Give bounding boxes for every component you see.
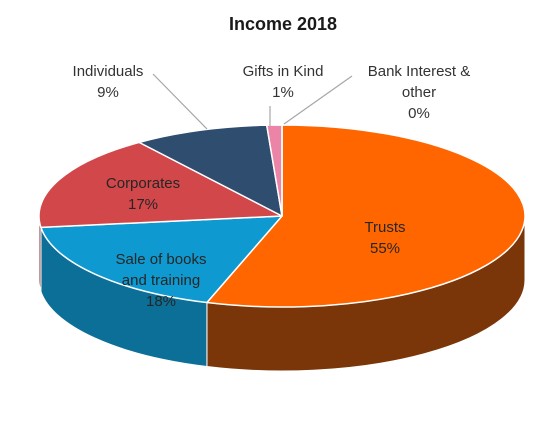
slice-label-gifts-in-kind: Gifts in Kind 1% bbox=[243, 63, 324, 101]
slice-label-bank-interest-other: Bank Interest & other 0% bbox=[368, 63, 471, 122]
data-label-text: other bbox=[402, 84, 436, 101]
data-label-text: Corporates bbox=[106, 175, 180, 192]
data-label-value: 17% bbox=[128, 196, 158, 213]
pie-slice-individuals bbox=[138, 124, 283, 217]
data-label-text: Sale of books bbox=[116, 251, 207, 268]
pie-slice-sale-of-books-and-training bbox=[40, 215, 283, 304]
leader-lines bbox=[152, 73, 353, 130]
slice-label-corporates: Corporates 17% bbox=[106, 175, 180, 213]
slice-label-sale-of-books-and-training: Sale of books and training 18% bbox=[116, 251, 207, 310]
slice-labels: Trusts 55% Sale of books and training 18% Cor… bbox=[73, 63, 471, 310]
data-label-value: 9% bbox=[97, 84, 119, 101]
leader-line-individuals bbox=[152, 73, 208, 130]
pie-slices bbox=[38, 124, 526, 308]
pie-slice-trusts bbox=[206, 124, 526, 308]
data-label-text: Individuals bbox=[73, 63, 144, 80]
slice-label-trusts: Trusts 55% bbox=[364, 219, 405, 257]
data-label-value: 0% bbox=[408, 105, 430, 122]
pie-slice-corporates bbox=[38, 141, 283, 229]
data-label-value: 1% bbox=[272, 84, 294, 101]
leader-line-bank-interest-other bbox=[283, 75, 353, 125]
data-label-value: 18% bbox=[146, 293, 176, 310]
data-label-text: and training bbox=[122, 272, 200, 289]
chart-title: Income 2018 bbox=[229, 14, 337, 34]
data-label-text: Trusts bbox=[364, 219, 405, 236]
data-label-text: Gifts in Kind bbox=[243, 63, 324, 80]
slice-label-individuals: Individuals 9% bbox=[73, 63, 144, 101]
data-label-value: 55% bbox=[370, 240, 400, 257]
data-label-text: Bank Interest & bbox=[368, 63, 471, 80]
